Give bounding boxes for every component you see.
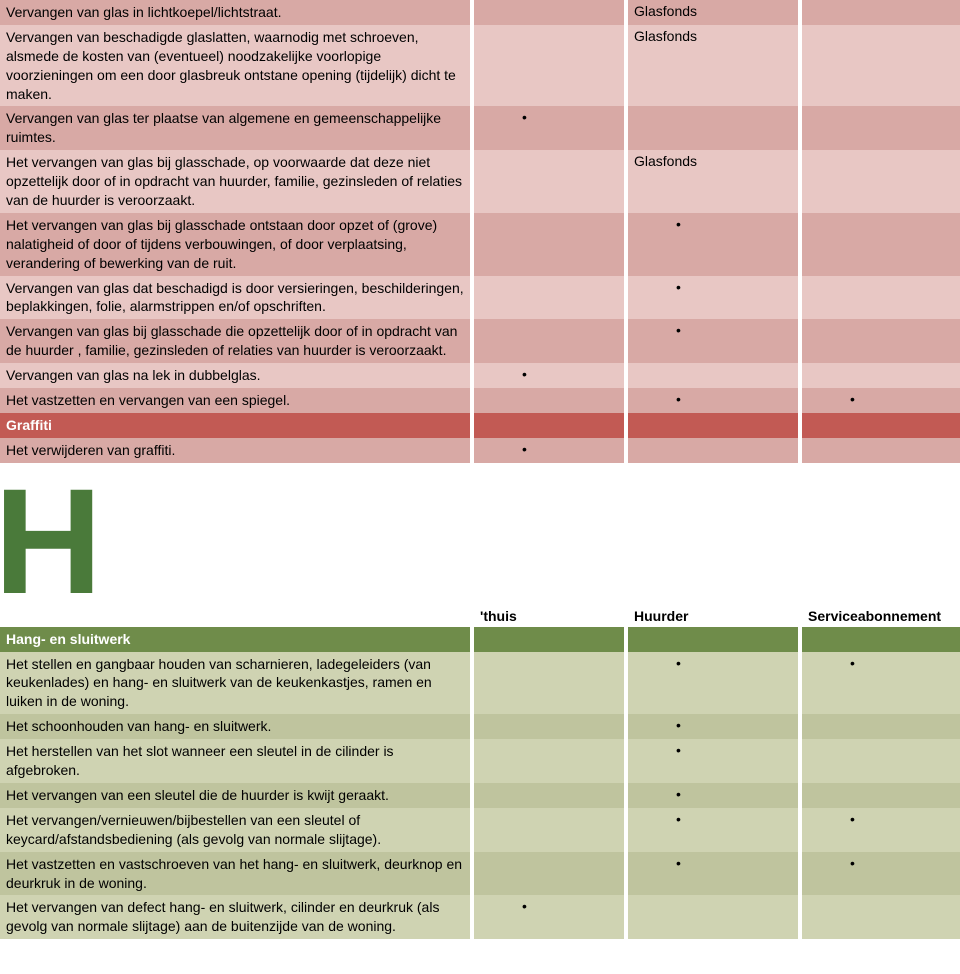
cell-c3: • xyxy=(802,808,960,852)
cell-c1 xyxy=(474,276,624,320)
cell-c1: • xyxy=(474,106,624,150)
cell-c2: Glasfonds xyxy=(628,0,798,25)
cell-c1 xyxy=(474,25,624,107)
row-description: Het schoonhouden van hang- en sluitwerk. xyxy=(0,714,470,739)
table-row: Het verwijderen van graffiti.• xyxy=(0,438,960,463)
section-header-row: Hang- en sluitwerk xyxy=(0,627,960,652)
row-description: Het herstellen van het slot wanneer een … xyxy=(0,739,470,783)
row-description: Vervangen van glas in lichtkoepel/lichts… xyxy=(0,0,470,25)
cell-c1: • xyxy=(474,438,624,463)
cell-c1 xyxy=(474,388,624,413)
table-row: Het vervangen van glas bij glasschade on… xyxy=(0,213,960,276)
row-description: Vervangen van glas dat beschadigd is doo… xyxy=(0,276,470,320)
cell-c3: • xyxy=(802,388,960,413)
cell-c3 xyxy=(802,739,960,783)
cell-c1 xyxy=(474,808,624,852)
row-description: Het vastzetten en vastschroeven van het … xyxy=(0,852,470,896)
row-description: Vervangen van glas na lek in dubbelglas. xyxy=(0,363,470,388)
table-row: Vervangen van glas na lek in dubbelglas.… xyxy=(0,363,960,388)
cell-c3 xyxy=(802,0,960,25)
cell-c2: Glasfonds xyxy=(628,25,798,107)
cell-c2: • xyxy=(628,652,798,715)
cell-c3 xyxy=(802,106,960,150)
column-header: 'thuis xyxy=(474,605,624,627)
table-row: Het vervangen van een sleutel die de huu… xyxy=(0,783,960,808)
section-header-row: Graffiti xyxy=(0,413,960,438)
cell-c2: • xyxy=(628,388,798,413)
table-row: Het vervangen/vernieuwen/bijbestellen va… xyxy=(0,808,960,852)
column-header: Serviceabonnement xyxy=(802,605,960,627)
row-description: Vervangen van glas bij glasschade die op… xyxy=(0,319,470,363)
table-row: Het herstellen van het slot wanneer een … xyxy=(0,739,960,783)
table-row: Het stellen en gangbaar houden van schar… xyxy=(0,652,960,715)
cell-c3: • xyxy=(802,652,960,715)
section-header: Hang- en sluitwerk xyxy=(0,627,470,652)
cell-c1 xyxy=(474,652,624,715)
cell-c2: • xyxy=(628,714,798,739)
cell-c1 xyxy=(474,150,624,213)
cell-c2: • xyxy=(628,739,798,783)
cell-c2: • xyxy=(628,319,798,363)
cell-c1 xyxy=(474,319,624,363)
cell-c3 xyxy=(802,363,960,388)
row-description: Het vervangen van een sleutel die de huu… xyxy=(0,783,470,808)
table-row: Vervangen van beschadigde glaslatten, wa… xyxy=(0,25,960,107)
row-description: Vervangen van beschadigde glaslatten, wa… xyxy=(0,25,470,107)
table-row: Het vervangen van glas bij glasschade, o… xyxy=(0,150,960,213)
section-header: Graffiti xyxy=(0,413,470,438)
cell-c1 xyxy=(474,0,624,25)
cell-c3 xyxy=(802,213,960,276)
table-row: Vervangen van glas in lichtkoepel/lichts… xyxy=(0,0,960,25)
cell-c1 xyxy=(474,783,624,808)
cell-c2: • xyxy=(628,808,798,852)
cell-c3 xyxy=(802,438,960,463)
table-row: Het vastzetten en vervangen van een spie… xyxy=(0,388,960,413)
row-description: Het vervangen van defect hang- en sluitw… xyxy=(0,895,470,939)
row-description: Het vervangen van glas bij glasschade on… xyxy=(0,213,470,276)
cell-c2 xyxy=(628,895,798,939)
column-header: Huurder xyxy=(628,605,798,627)
cell-c2: • xyxy=(628,783,798,808)
table-row: Vervangen van glas bij glasschade die op… xyxy=(0,319,960,363)
cell-c3 xyxy=(802,783,960,808)
cell-c1 xyxy=(474,852,624,896)
cell-c2 xyxy=(628,106,798,150)
cell-c1 xyxy=(474,213,624,276)
cell-c1 xyxy=(474,714,624,739)
cell-c3: • xyxy=(802,852,960,896)
cell-c2: • xyxy=(628,213,798,276)
cell-c2: • xyxy=(628,276,798,320)
cell-c2: Glasfonds xyxy=(628,150,798,213)
cell-c1: • xyxy=(474,363,624,388)
row-description: Vervangen van glas ter plaatse van algem… xyxy=(0,106,470,150)
cell-c3 xyxy=(802,25,960,107)
row-description: Het vastzetten en vervangen van een spie… xyxy=(0,388,470,413)
cell-c2 xyxy=(628,363,798,388)
column-header-row: 'thuisHuurderServiceabonnement xyxy=(0,605,960,627)
table-row: Het vastzetten en vastschroeven van het … xyxy=(0,852,960,896)
cell-c3 xyxy=(802,895,960,939)
cell-c2: • xyxy=(628,852,798,896)
table-row: Vervangen van glas dat beschadigd is doo… xyxy=(0,276,960,320)
cell-c3 xyxy=(802,714,960,739)
cell-c3 xyxy=(802,150,960,213)
section-letter: H xyxy=(0,463,960,605)
row-description: Het stellen en gangbaar houden van schar… xyxy=(0,652,470,715)
row-description: Het vervangen van glas bij glasschade, o… xyxy=(0,150,470,213)
cell-c2 xyxy=(628,438,798,463)
table-row: Het vervangen van defect hang- en sluitw… xyxy=(0,895,960,939)
row-description: Het vervangen/vernieuwen/bijbestellen va… xyxy=(0,808,470,852)
cell-c1: • xyxy=(474,895,624,939)
table-row: Vervangen van glas ter plaatse van algem… xyxy=(0,106,960,150)
cell-c3 xyxy=(802,319,960,363)
cell-c3 xyxy=(802,276,960,320)
table-row: Het schoonhouden van hang- en sluitwerk.… xyxy=(0,714,960,739)
cell-c1 xyxy=(474,739,624,783)
